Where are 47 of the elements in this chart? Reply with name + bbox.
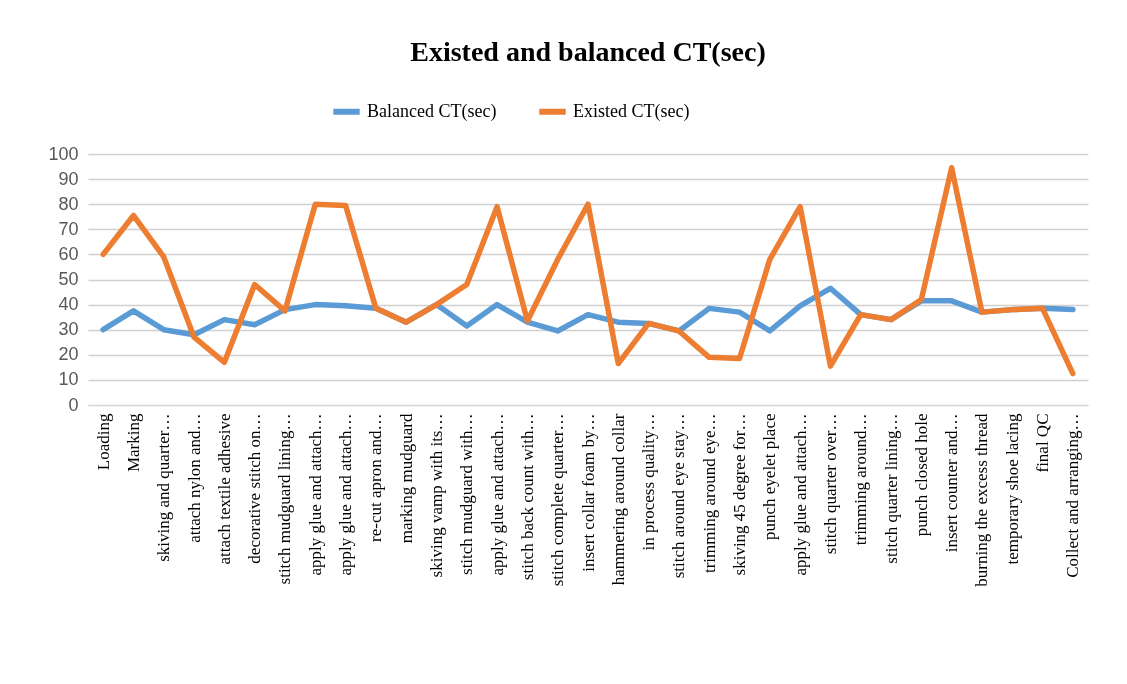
y-tick-label: 20	[58, 344, 79, 365]
legend-label: Balanced CT(sec)	[367, 100, 497, 122]
y-tick-label: 60	[58, 243, 79, 264]
x-tick-label: trimming around…	[851, 413, 871, 546]
y-tick-label: 100	[48, 143, 79, 164]
x-tick-label: trimming around eye…	[699, 413, 719, 574]
x-tick-label: punch closed hole	[911, 413, 931, 537]
x-tick-label: re-cut apron and…	[366, 413, 386, 542]
legend-label: Existed CT(sec)	[573, 100, 690, 122]
x-tick-label: Marking	[123, 413, 143, 473]
x-tick-label: stitch mudguard lining…	[275, 413, 295, 585]
y-tick-label: 10	[58, 369, 79, 390]
x-tick-label: stitch mudguard with…	[457, 413, 477, 575]
x-tick-label: attach nylon and…	[184, 413, 204, 543]
x-tick-label: stitch complete quarter…	[548, 413, 568, 587]
y-tick-label: 30	[58, 319, 79, 340]
x-tick-label: stitch quarter lining…	[881, 413, 901, 564]
x-tick-label: hammering around collar	[608, 413, 628, 586]
x-tick-label: burning the excess thread	[972, 413, 992, 587]
chart-title: Existed and balanced CT(sec)	[410, 36, 766, 67]
x-tick-label: temporary shoe lacing	[1002, 413, 1022, 565]
x-tick-label: Collect and arranging…	[1063, 413, 1083, 578]
y-tick-label: 50	[58, 269, 79, 289]
x-tick-label: apply glue and attach…	[305, 413, 325, 576]
x-tick-label: marking mudguard	[396, 413, 416, 544]
x-tick-label: insert counter and…	[942, 413, 962, 553]
x-tick-label: skiving vamp with its…	[426, 413, 446, 578]
y-tick-label: 90	[58, 168, 79, 189]
x-tick-label: final QC	[1033, 413, 1053, 473]
x-tick-label: apply glue and attach…	[487, 413, 507, 576]
y-tick-label: 0	[68, 394, 79, 415]
x-tick-label: decorative stitch on…	[245, 413, 265, 564]
x-tick-label: stitch back count with…	[517, 413, 537, 581]
y-tick-label: 80	[58, 193, 79, 214]
x-tick-label: apply glue and attach…	[336, 413, 356, 576]
x-tick-label: in process quality…	[639, 413, 659, 551]
x-tick-label: stitch around eye stay…	[669, 413, 689, 579]
x-tick-label: Loading	[93, 413, 113, 471]
x-tick-label: skiving 45 degree for…	[730, 413, 750, 576]
x-tick-label: stitch quarter over…	[820, 413, 840, 555]
y-tick-label: 70	[58, 218, 79, 239]
x-tick-label: attach textile adhesive	[214, 413, 234, 565]
x-tick-label: apply glue and attach…	[790, 413, 810, 576]
x-tick-label: skiving and quarter…	[154, 413, 174, 562]
x-tick-label: punch eyelet place	[760, 413, 780, 540]
y-tick-label: 40	[58, 294, 79, 315]
x-tick-label: insert collar foam by…	[578, 413, 598, 572]
